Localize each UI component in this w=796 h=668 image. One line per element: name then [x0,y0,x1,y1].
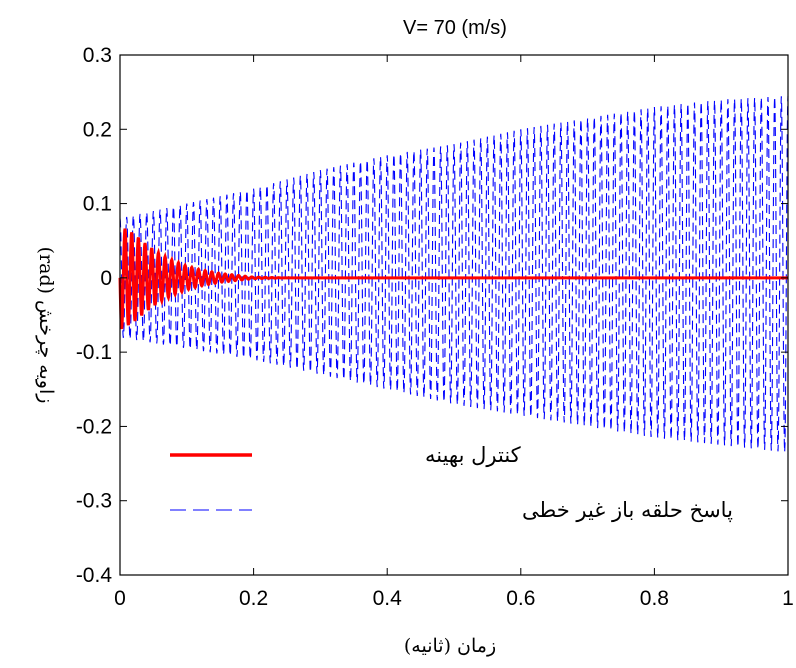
y-axis: -0.4 -0.3 -0.2 -0.1 0 0.1 0.2 0.3 [76,44,788,587]
y-tick-label: -0.2 [76,415,112,438]
x-tick-label: 0.2 [239,587,268,610]
x-tick-label: 0.8 [640,587,669,610]
x-axis: 0 0.2 0.4 0.6 0.8 1 [114,55,794,610]
y-tick-label: -0.4 [76,564,113,587]
series-line-open-loop [119,95,789,453]
x-tick-label: 1 [782,587,794,610]
y-tick-label: -0.1 [76,341,112,364]
series-line-optimal-control [118,228,788,330]
series-layer [118,95,789,453]
y-tick-label: -0.3 [76,490,112,513]
x-tick-label: 0.6 [506,587,535,610]
chart-title: V= 70 (m/s) [403,17,507,39]
legend-label-optimal-control: کنترل بهینه [425,443,521,468]
x-axis-title: زمان (ثانیه) [404,635,496,657]
x-tick-label: 0.4 [373,587,403,610]
y-tick-label: 0.2 [83,118,112,141]
y-axis-title: زاویه چرخش (rad) [35,247,57,404]
y-tick-label: 0.3 [83,44,112,67]
y-tick-label: 0.1 [83,193,112,216]
x-tick-label: 0 [114,587,126,610]
legend-label-open-loop: پاسخ حلقه باز غیر خطی [522,498,733,523]
y-tick-label: 0 [100,267,112,290]
legend: کنترل بهینه پاسخ حلقه باز غیر خطی [170,443,733,523]
plot-area-frame [119,54,789,576]
